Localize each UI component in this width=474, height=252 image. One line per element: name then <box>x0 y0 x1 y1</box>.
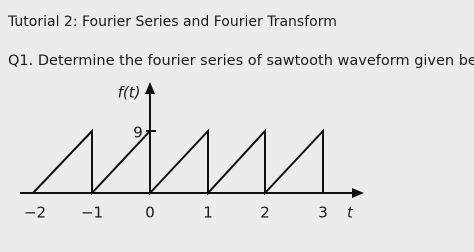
x-tick-label: −2 <box>24 204 46 222</box>
x-arrow <box>352 188 364 198</box>
y-label: f(t) <box>118 84 141 102</box>
x-tick-label: 0 <box>145 204 155 222</box>
x-tick-label: −1 <box>81 204 103 222</box>
x-label: t <box>347 204 354 222</box>
sawtooth-waveform <box>32 128 324 196</box>
x-tick-label: 3 <box>318 204 328 222</box>
x-tick-label: 1 <box>203 204 213 222</box>
question: Q1. Determine the fourier series of sawt… <box>8 53 474 69</box>
x-tick-label: 2 <box>260 204 270 222</box>
peak-label: 9 <box>133 124 143 142</box>
title: Tutorial 2: Fourier Series and Fourier T… <box>7 14 337 30</box>
y-arrow <box>145 82 155 94</box>
x-tick-labels: −2 −1 0 1 2 3 <box>24 204 328 222</box>
